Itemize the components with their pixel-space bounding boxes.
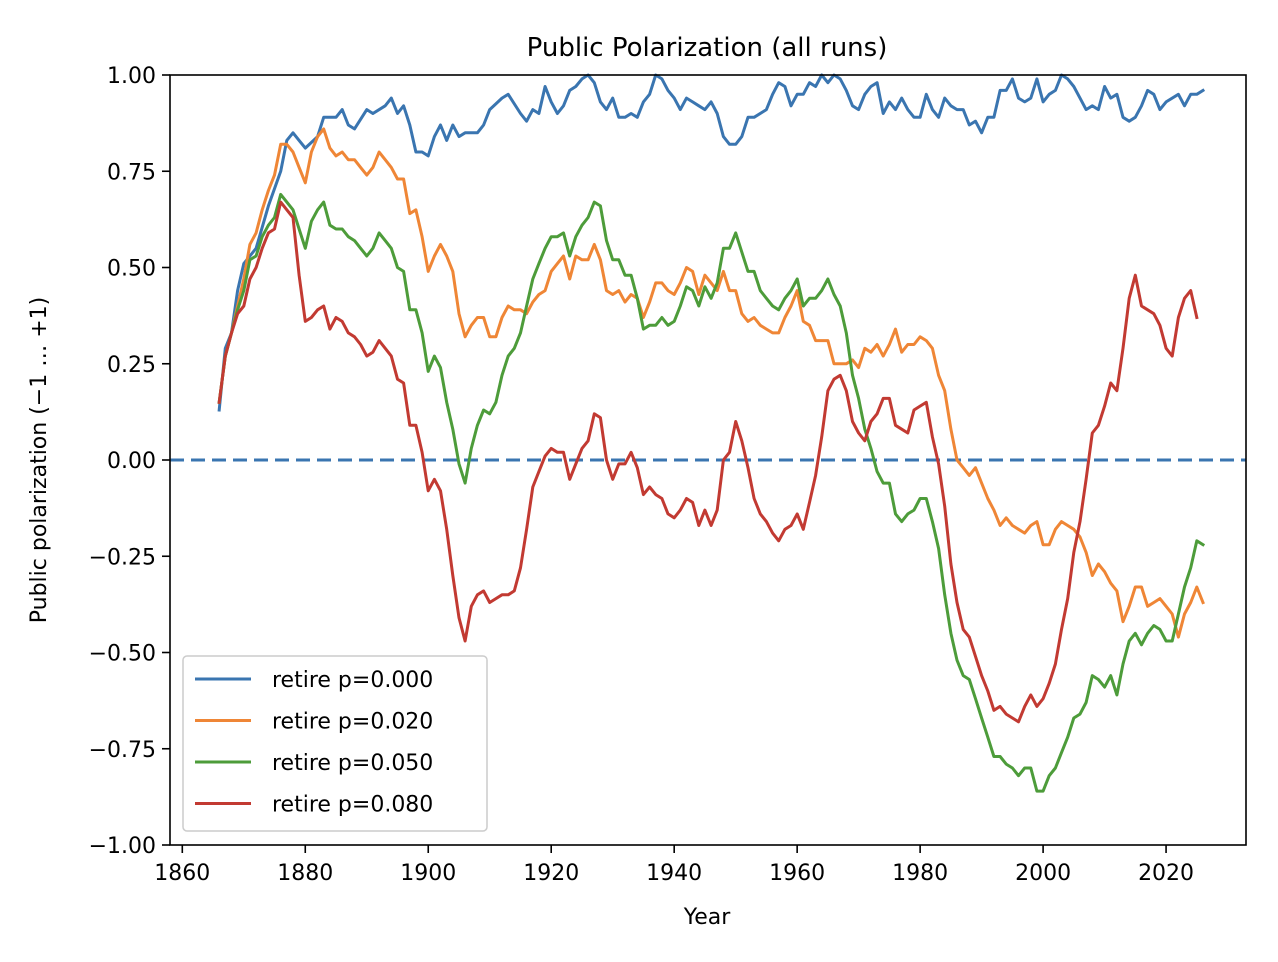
y-tick-label: 1.00 bbox=[107, 64, 156, 89]
legend-label: retire p=0.080 bbox=[272, 793, 433, 818]
series-group bbox=[217, 73, 1206, 793]
y-tick-label: −0.75 bbox=[89, 738, 156, 763]
x-tick-label: 1980 bbox=[892, 861, 948, 886]
series-line-2 bbox=[217, 127, 1205, 639]
x-tick-label: 2000 bbox=[1015, 861, 1071, 886]
chart-title: Public Polarization (all runs) bbox=[527, 33, 888, 63]
legend-label: retire p=0.000 bbox=[272, 668, 433, 693]
y-tick-label: −0.25 bbox=[89, 545, 156, 570]
y-tick-label: −1.00 bbox=[89, 834, 156, 859]
legend: retire p=0.000 retire p=0.020 retire p=0.0… bbox=[182, 655, 488, 832]
y-tick-label: 0.50 bbox=[107, 257, 156, 282]
x-tick-label: 1860 bbox=[154, 861, 210, 886]
x-tick-label: 1920 bbox=[523, 861, 579, 886]
y-tick-label: 0.75 bbox=[107, 160, 156, 185]
legend-label: retire p=0.020 bbox=[272, 710, 433, 735]
y-tick-label: 0.25 bbox=[107, 353, 156, 378]
x-tick-label: 1880 bbox=[277, 861, 333, 886]
y-tick-label: −0.50 bbox=[89, 642, 156, 667]
y-tick-label: 0.00 bbox=[107, 449, 156, 474]
x-tick-label: 2020 bbox=[1138, 861, 1194, 886]
axes-group: 1860 1880 1900 1920 1940 1960 1980 2000 2020 −1.0… bbox=[89, 64, 1247, 886]
series-line-4 bbox=[217, 200, 1199, 724]
legend-box bbox=[182, 655, 488, 832]
series-line-1 bbox=[217, 73, 1206, 412]
x-axis-title: Year bbox=[683, 905, 732, 930]
x-tick-label: 1960 bbox=[769, 861, 825, 886]
legend-label: retire p=0.050 bbox=[272, 751, 433, 776]
series-line-3 bbox=[217, 192, 1206, 793]
x-tick-label: 1940 bbox=[646, 861, 702, 886]
y-axis-title: Public polarization (−1 … +1) bbox=[27, 297, 52, 623]
x-tick-label: 1900 bbox=[400, 861, 456, 886]
